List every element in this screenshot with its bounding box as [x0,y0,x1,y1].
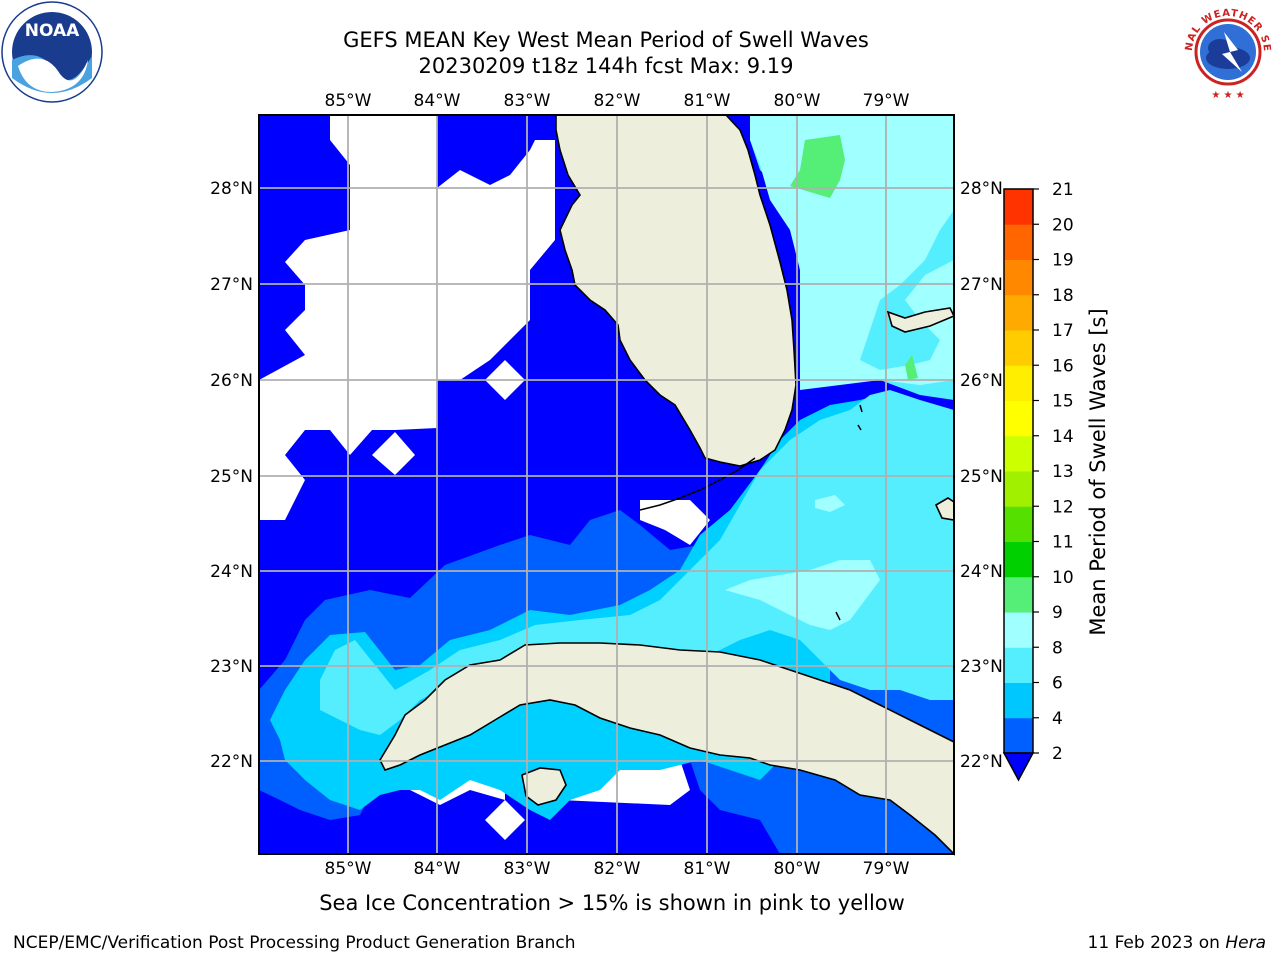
map-frame [258,114,955,855]
svg-text:★ ★ ★: ★ ★ ★ [1211,90,1244,101]
colorbar-segment [1004,541,1033,578]
colorbar-label: Mean Period of Swell Waves [s] [1086,308,1110,635]
lon-label-top: 80°W [774,91,821,111]
colorbar-segment [1004,259,1033,296]
nws-logo: NATIONAL WEATHER SERVICE ★ ★ ★ [1176,0,1278,102]
lat-label-left: 22°N [210,752,253,772]
colorbar-tick-label: 13 [1052,462,1074,482]
colorbar-tick-label: 8 [1052,638,1063,658]
colorbar-segment [1004,400,1033,437]
noaa-logo-text: NOAA [25,21,80,41]
lat-label-right: 26°N [960,371,1003,391]
lat-label-left: 25°N [210,467,253,487]
date-text: 11 Feb 2023 on [1087,933,1226,953]
sea-ice-note: Sea Ice Concentration > 15% is shown in … [319,891,905,915]
colorbar-tick-label: 17 [1052,321,1074,341]
colorbar-segment [1004,189,1033,225]
colorbar-extend [1002,752,1035,782]
graticule [259,115,954,854]
colorbar-segment [1004,471,1033,507]
lon-label-bottom: 82°W [594,859,641,879]
colorbar-segment [1004,506,1033,542]
lon-label-top: 82°W [594,91,641,111]
lon-label-bottom: 79°W [863,859,910,879]
host-text: Hera [1225,933,1266,953]
chart-title: GEFS MEAN Key West Mean Period of Swell … [343,28,869,52]
credit-text: NCEP/EMC/Verification Post Processing Pr… [13,933,576,953]
lat-label-right: 24°N [960,562,1003,582]
ocean-8-9-patch [725,560,880,630]
florida-keys [639,404,863,621]
colorbar-tick-label: 20 [1052,215,1074,235]
colorbar-segment [1004,576,1033,613]
lat-label-left: 24°N [210,562,253,582]
colorbar-tick-label: 15 [1052,392,1074,412]
colorbar-segment [1004,647,1033,683]
lon-label-bottom: 83°W [504,859,551,879]
ocean-9-10-small [905,355,918,380]
lon-label-top: 85°W [325,91,372,111]
lat-label-right: 22°N [960,752,1003,772]
lat-label-right: 25°N [960,467,1003,487]
chart-subtitle: 20230209 t18z 144h fcst Max: 9.19 [418,54,794,78]
lat-label-right: 28°N [960,179,1003,199]
colorbar-tick-label: 4 [1052,709,1063,729]
colorbar-tick-label: 14 [1052,427,1074,447]
land [379,114,956,856]
colorbar-segment [1004,612,1033,648]
colorbar-segment [1004,224,1033,260]
colorbar-tick-label: 16 [1052,356,1074,376]
lon-label-top: 81°W [684,91,731,111]
date-stamp: 11 Feb 2023 on Hera [1088,933,1266,953]
colorbar-segment [1004,365,1033,401]
colorbar-segment [1004,330,1033,366]
lat-label-right: 27°N [960,275,1003,295]
colorbar-tick-label: 21 [1052,180,1074,200]
colorbar-tick-label: 6 [1052,674,1063,694]
colorbar-tick-label: 2 [1052,744,1063,764]
lat-label-left: 28°N [210,179,253,199]
colorbar-segment [1004,294,1033,331]
lat-label-left: 23°N [210,657,253,677]
colorbar-segment [1004,682,1033,719]
lat-label-right: 23°N [960,657,1003,677]
lon-label-bottom: 80°W [774,859,821,879]
colorbar-tick-label: 12 [1052,497,1074,517]
lon-label-bottom: 85°W [325,859,372,879]
colorbar-tick-label: 18 [1052,286,1074,306]
lon-label-bottom: 81°W [684,859,731,879]
lon-label-top: 83°W [504,91,551,111]
ocean-8-9-patch2 [815,495,845,512]
lon-label-top: 84°W [414,91,461,111]
lon-label-bottom: 84°W [414,859,461,879]
colorbar-tick-label: 19 [1052,251,1074,271]
lat-label-left: 26°N [210,371,253,391]
colorbar-tick-label: 10 [1052,568,1074,588]
ocean-9-10 [790,135,845,198]
colorbar-segment [1004,717,1033,754]
colorbar-segment [1004,435,1033,472]
lat-label-left: 27°N [210,275,253,295]
colorbar-tick-label: 9 [1052,603,1063,623]
lon-label-top: 79°W [863,91,910,111]
noaa-logo: NOAA [1,1,103,103]
colorbar-tick-label: 11 [1052,533,1074,553]
colorbar: 2 4 6 8 9 10 11 12 13 14 15 16 17 18 19 20 21 [1002,180,1074,782]
